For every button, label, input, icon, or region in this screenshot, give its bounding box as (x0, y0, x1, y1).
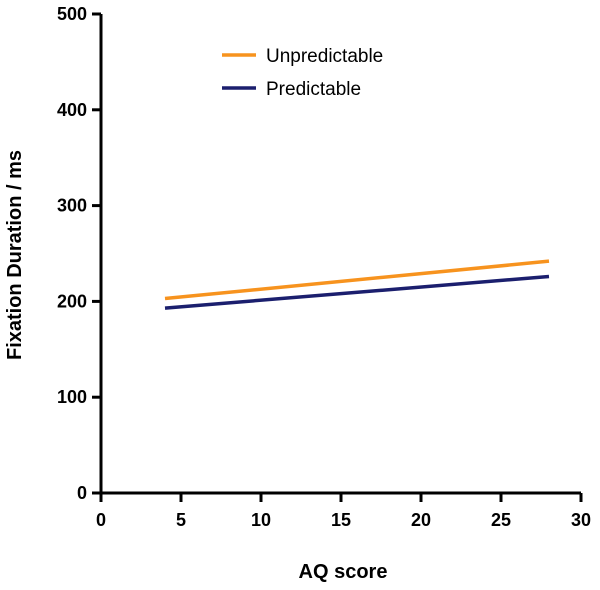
y-tick-label: 0 (77, 483, 87, 503)
series-line-predictable (164, 274, 550, 310)
series-line-unpredictable (164, 259, 550, 301)
x-tick-label: 10 (251, 510, 271, 530)
y-tick-label: 200 (57, 291, 87, 311)
x-tick-label: 30 (571, 510, 591, 530)
y-tick-label: 400 (57, 100, 87, 120)
y-tick-label: 500 (57, 4, 87, 24)
x-tick-label: 5 (176, 510, 186, 530)
legend: Unpredictable Predictable (222, 46, 383, 100)
x-axis-title: AQ score (299, 561, 388, 583)
x-tick-label: 0 (96, 510, 106, 530)
series-lines (164, 259, 550, 310)
y-tick-label: 300 (57, 196, 87, 216)
y-tick-label: 100 (57, 387, 87, 407)
axes: 0 100 200 300 400 500 0 5 10 15 20 25 30 (57, 4, 591, 530)
x-tick-label: 20 (411, 510, 431, 530)
legend-label-unpredictable: Unpredictable (266, 46, 383, 67)
x-tick-label: 25 (491, 510, 511, 530)
legend-label-predictable: Predictable (266, 79, 361, 100)
x-tick-label: 15 (331, 510, 351, 530)
y-axis-title: Fixation Duration / ms (4, 150, 26, 360)
